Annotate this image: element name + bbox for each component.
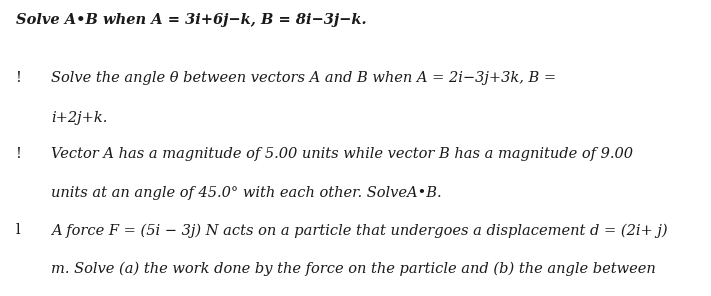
Text: i+2j+k.: i+2j+k. (51, 111, 107, 125)
Text: units at an angle of 45.0° with each other. SolveA•B.: units at an angle of 45.0° with each oth… (51, 186, 442, 200)
Text: A force F = (5i − 3j) N acts on a particle that undergoes a displacement d = (2i: A force F = (5i − 3j) N acts on a partic… (51, 223, 668, 238)
Text: Vector A has a magnitude of 5.00 units while vector B has a magnitude of 9.00: Vector A has a magnitude of 5.00 units w… (51, 147, 634, 160)
Text: l: l (16, 223, 21, 237)
Text: !: ! (16, 147, 21, 160)
Text: Solve A•B when A = 3i+6j−k, B = 8i−3j−k.: Solve A•B when A = 3i+6j−k, B = 8i−3j−k. (16, 13, 366, 27)
Text: Solve the angle θ between vectors A and B when A = 2i−3j+3k, B =: Solve the angle θ between vectors A and … (51, 71, 556, 85)
Text: !: ! (16, 71, 21, 85)
Text: m. Solve (a) the work done by the force on the particle and (b) the angle betwee: m. Solve (a) the work done by the force … (51, 262, 656, 276)
